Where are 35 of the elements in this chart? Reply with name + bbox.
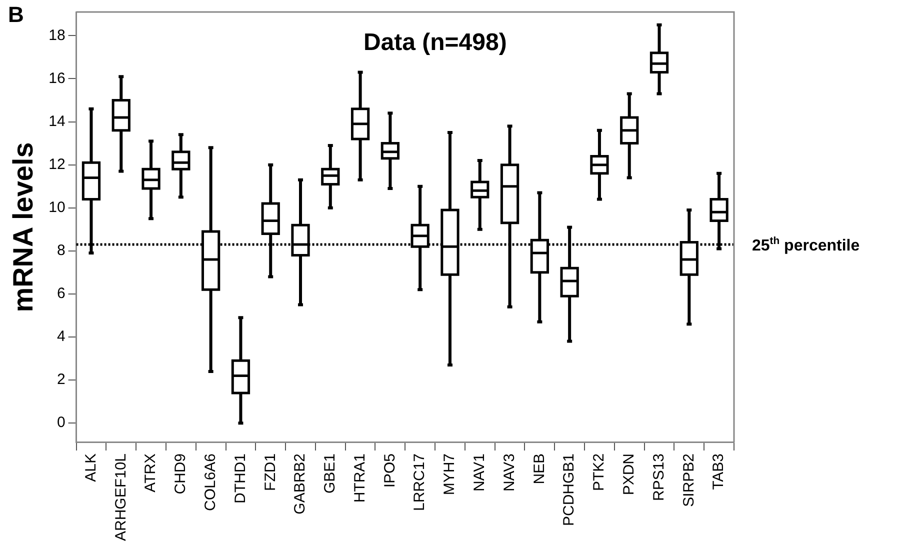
y-tick-label: 12	[48, 156, 66, 173]
x-tick-label: PTK2	[590, 453, 608, 491]
x-tick-label: FZD1	[262, 453, 279, 491]
text: B	[8, 2, 24, 27]
y-tick-label: 2	[56, 371, 66, 388]
x-tick-label: PCDHGB1	[560, 453, 578, 526]
x-tick-label: ALK	[82, 453, 100, 482]
x-tick-label: MYH7	[441, 453, 458, 496]
y-tick-label: 18	[48, 26, 66, 44]
x-tick-label: LRRC17	[411, 453, 428, 511]
x-tick-label: HTRA1	[351, 453, 368, 503]
x-tick-label: NEB	[530, 453, 548, 484]
x-tick-label: GABRB2	[292, 453, 309, 514]
x-tick-label: SIRPB2	[680, 453, 698, 507]
y-tick-label: 0	[56, 414, 66, 432]
y-tick-label: 16	[48, 70, 66, 87]
x-tick-label: ARHGEF10L	[112, 453, 130, 542]
x-tick-label: NAV1	[471, 453, 488, 492]
x-tick-label: COL6A6	[202, 453, 219, 512]
x-tick-label: DTHD1	[232, 453, 249, 504]
x-tick-label: RPS13	[650, 453, 668, 501]
x-tick-label: CHD9	[172, 453, 190, 494]
y-axis-title: mRNA levels	[8, 142, 39, 312]
x-tick-label: ATRX	[142, 453, 160, 492]
x-tick-label: PXDN	[620, 453, 638, 496]
y-tick-label: 8	[56, 242, 66, 260]
y-tick-label: 14	[48, 112, 66, 130]
x-tick-label: IPO5	[381, 453, 398, 488]
x-tick-label: NAV3	[500, 453, 518, 492]
x-tick-label: TAB3	[710, 453, 728, 490]
text: Data (n=498)	[363, 29, 507, 56]
y-tick-label: 4	[56, 328, 66, 346]
y-tick-label: 10	[48, 199, 66, 216]
y-tick-label: 6	[56, 285, 66, 302]
x-tick-label: GBE1	[322, 453, 339, 494]
